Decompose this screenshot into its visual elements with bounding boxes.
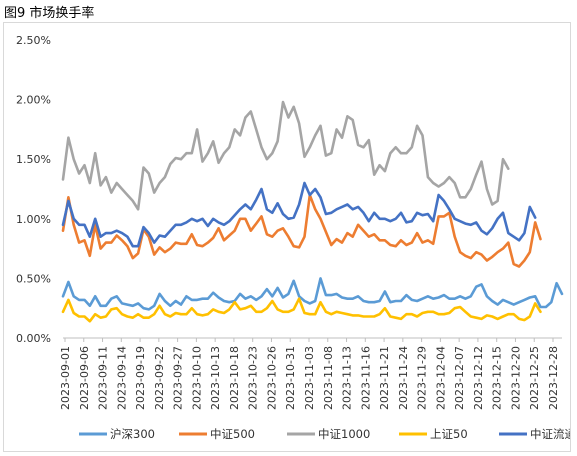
- x-tick-label: 2023-11-16: [359, 346, 372, 410]
- x-tick-label: 2023-12-20: [509, 346, 522, 410]
- y-tick-label: 1.00%: [16, 213, 51, 226]
- figure-title: 图9 市场换手率: [4, 6, 95, 21]
- legend-label: 中证500: [210, 427, 255, 441]
- x-tick-label: 2023-11-13: [341, 346, 354, 410]
- x-tick-label: 2023-10-23: [247, 346, 260, 410]
- y-tick-label: 2.50%: [16, 34, 51, 47]
- series-line: [61, 181, 537, 248]
- x-tick-label: 2023-10-26: [265, 346, 278, 410]
- x-tick-label: 2023-09-01: [59, 346, 72, 410]
- y-axis: 0.00% 0.50% 1.00% 1.50% 2.00% 2.50%: [16, 34, 51, 345]
- x-tick-label: 2023-12-12: [472, 346, 485, 410]
- x-tick-label: 2023-12-28: [547, 346, 560, 410]
- x-tick-label: 2023-11-08: [322, 346, 335, 410]
- x-tick-label: 2023-10-10: [190, 346, 203, 410]
- x-tick-label: 2023-09-14: [115, 346, 128, 410]
- x-tick-label: 2023-12-04: [434, 346, 447, 410]
- x-tick-label: 2023-11-03: [303, 346, 316, 410]
- legend-label: 沪深300: [110, 427, 155, 441]
- x-tick-label: 2023-12-25: [528, 346, 541, 410]
- x-tick-label: 2023-11-29: [416, 346, 429, 410]
- series-line: [61, 277, 564, 311]
- x-tick-label: 2023-10-31: [284, 346, 297, 410]
- x-tick-label: 2023-12-15: [491, 346, 504, 410]
- x-tick-label: 2023-10-13: [209, 346, 222, 410]
- y-tick-label: 2.00%: [16, 94, 51, 107]
- legend-label: 上证50: [430, 427, 468, 441]
- x-tick-label: 2023-09-19: [134, 346, 147, 410]
- legend-label: 中证流通: [530, 427, 570, 441]
- x-tick-label: 2023-09-27: [172, 346, 185, 410]
- chart-frame: 0.00% 0.50% 1.00% 1.50% 2.00% 2.50% 2023-09-0…: [3, 22, 571, 452]
- x-tick-label: 2023-09-11: [97, 346, 110, 410]
- x-tick-label: 2023-12-07: [453, 346, 466, 410]
- x-tick-label: 2023-10-18: [228, 346, 241, 410]
- x-tick-label: 2023-09-22: [153, 346, 166, 410]
- y-tick-label: 0.00%: [16, 332, 51, 345]
- y-tick-label: 0.50%: [16, 272, 51, 285]
- x-tick-label: 2023-09-06: [78, 346, 91, 410]
- legend: 沪深300 中证500 中证1000 上证50 中证流通: [79, 427, 570, 441]
- line-chart: 0.00% 0.50% 1.00% 1.50% 2.00% 2.50% 2023-09-0…: [16, 34, 570, 441]
- series-line: [61, 297, 542, 323]
- x-tick-label: 2023-11-24: [397, 346, 410, 410]
- x-tick-label: 2023-11-21: [378, 346, 391, 410]
- x-axis: 2023-09-01 2023-09-06 2023-09-11 2023-09-14…: [59, 337, 562, 410]
- y-tick-label: 1.50%: [16, 153, 51, 166]
- legend-label: 中证1000: [318, 427, 370, 441]
- series-lines: [61, 100, 564, 323]
- series-line: [61, 100, 510, 211]
